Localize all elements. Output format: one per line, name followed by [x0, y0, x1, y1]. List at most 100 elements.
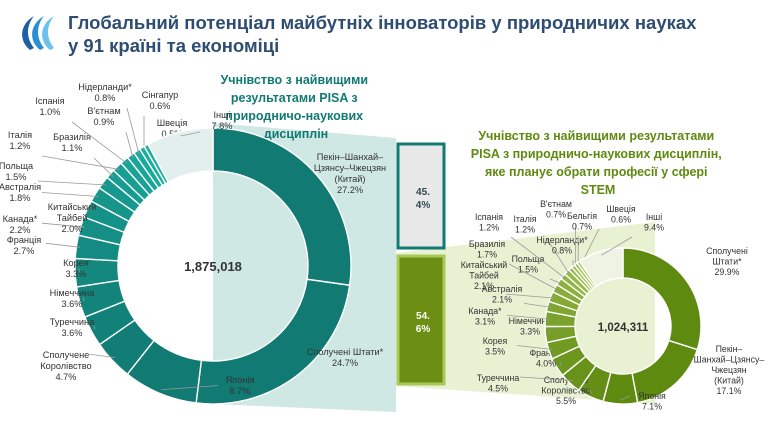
slice-label-line: Штати*: [712, 257, 742, 267]
slice-label-line: Японія: [226, 375, 255, 385]
slice-label-line: Королівство: [40, 361, 91, 371]
slice-label-line: В'єтнам: [87, 106, 120, 116]
slice-label-line: 29.9%: [715, 267, 740, 277]
leader-line-франція: [45, 242, 81, 248]
slice-label-line: 0.9%: [94, 117, 115, 127]
leader-line-корея: [516, 345, 553, 350]
slice-label-line: 24.7%: [332, 358, 358, 368]
slice-label-туреччина: Туреччина 3.6%: [50, 317, 95, 338]
slice-label-франція: Франція 2.7%: [7, 235, 42, 256]
leader-line-японія: [620, 395, 631, 401]
slice-label-line: 3.5%: [485, 347, 505, 357]
slice-label-line: Сполучене: [43, 350, 90, 360]
slice-label-line: 0.6%: [611, 215, 631, 225]
slice-label-line: 3.6%: [62, 299, 83, 309]
right-heading-line: PISA з природничо-наукових дисциплін,: [471, 147, 722, 161]
slice-label-line: Італія: [513, 214, 536, 224]
leader-line-іспанія: [71, 121, 128, 164]
slice-label-line: Бельгія: [567, 211, 597, 221]
slice-label-line: Інші: [213, 110, 230, 120]
slice-label-line: Пекін–: [716, 344, 743, 354]
right-heading-line: яке планує обрати професії у сфері: [485, 165, 708, 179]
slice-label-франція: Франція 4.0%: [529, 348, 562, 369]
leader-line-італія: [41, 155, 121, 170]
bar-box-bottom-label: 54. 6%: [415, 311, 431, 335]
slice-label-line: Інші: [646, 212, 662, 222]
slice-label-корея: Корея 3.5%: [483, 336, 508, 357]
leader-line-бразилія: [93, 157, 114, 177]
slice-label-line: 9.4%: [644, 223, 664, 233]
slice-label-line: 1.7%: [477, 250, 497, 260]
page-title: Глобальний потенціал майбутніх інноватор…: [68, 12, 697, 56]
slice-label-line: Китайський: [461, 260, 508, 270]
slice-label-line: 3.3%: [66, 269, 87, 279]
slice-label-японія: Японія 7.1%: [638, 391, 666, 412]
leader-line-бразилія: [508, 263, 559, 291]
slice-label-line: 17.1%: [717, 386, 742, 396]
slice-label-line: 7.8%: [212, 121, 233, 131]
slice-label-line: Франція: [7, 235, 42, 245]
slice-label-line: Бразилія: [53, 132, 91, 142]
slice-label-японія: Японія 8.7%: [226, 375, 255, 396]
slice-label-line: Японія: [638, 391, 666, 401]
slice-label-сполучене-королівство: Сполучене Королівство 4.7%: [40, 350, 91, 382]
slice-label-line: 7.1%: [642, 402, 662, 412]
leader-line-канада: [506, 314, 550, 320]
slice-label-line: Сполучені: [706, 246, 748, 256]
right-donut-chart: Сполучені Штати* 29.9% Пекін– Шанхай–Цзянсу–…: [461, 199, 765, 412]
leader-line-інші: [601, 236, 633, 256]
slice-label-line: Тайбей: [469, 271, 499, 281]
leader-line-японія: [161, 385, 219, 391]
slice-label-німеччина: Німеччина 3.3%: [509, 316, 552, 337]
left-donut-chart: Пекін–Шанхай– Цзянсу–Чжецзян (Китай) 27.2% С…: [0, 82, 386, 405]
leader-line-польща: [549, 278, 563, 285]
slice-label-line: Нідерланди*: [536, 235, 588, 245]
slice-label-line: Швеція: [157, 118, 188, 128]
slice-label-сполучені-штати: Сполучені Штати* 29.9%: [706, 246, 748, 277]
slice-label-пекін-шанхай-цзянсу-чжецзян-китай: Пекін–Шанхай– Цзянсу–Чжецзян (Китай) 27.2%: [314, 152, 386, 195]
slice-label-line: Австралія: [0, 182, 41, 192]
leader-line-нідерланди: [126, 107, 140, 155]
slice-label-line: Чжецзян: [711, 365, 746, 375]
leader-line-китайський-тайбей: [505, 293, 555, 299]
slice-label-бельгія: Бельгія 0.7%: [567, 211, 597, 232]
slice-label-італія: Італія 1.2%: [513, 214, 536, 235]
leader-line-туреччина: [93, 325, 96, 330]
slice-label-line: 0.7%: [572, 222, 592, 232]
slice-label-інші: Інші 9.4%: [644, 212, 664, 233]
slice-label-австралія: Австралія 1.8%: [0, 182, 41, 203]
slice-label-сполучені-штати: Сполучені Штати* 24.7%: [307, 347, 384, 368]
leader-line-італія: [546, 238, 571, 275]
slice-label-line: 2.1%: [474, 281, 494, 291]
leader-line-сполучене-королівство: [87, 353, 116, 359]
slice-label-line: 1.8%: [10, 193, 31, 203]
slice-label-line: 1.2%: [479, 223, 499, 233]
slice-label-line: 0.6%: [150, 101, 171, 111]
left-heading-line: результатами PISA з: [231, 91, 358, 105]
slice-label-line: 1.0%: [40, 107, 61, 117]
slice-label-в-єтнам: В'єтнам 0.7%: [540, 199, 572, 220]
connector-band-teal: [213, 123, 396, 412]
leader-line-в-єтнам: [125, 131, 134, 159]
slice-label-в-єтнам: В'єтнам 0.9%: [87, 106, 120, 127]
slice-label-line: Шанхай–Цзянсу–: [694, 355, 765, 365]
right-heading-line: Учнівство з найвищими результатами: [478, 129, 714, 143]
slice-label-line: 2.7%: [14, 246, 35, 256]
slice-label-line: Іспанія: [475, 212, 503, 222]
slice-label-швеція: Швеція 0.6%: [606, 204, 636, 225]
slice-label-іспанія: Іспанія 1.0%: [35, 96, 64, 117]
slice-label-австралія: Австралія 2.1%: [482, 284, 523, 305]
slice-label-line: Швеція: [606, 204, 636, 214]
leader-line-австралія: [41, 192, 99, 197]
left-chart-heading: Учнівство з найвищими результатами PISA …: [220, 73, 371, 141]
slice-label-line: 3.6%: [62, 328, 83, 338]
slice-label-line: 1.2%: [10, 141, 31, 151]
slice-label-line: 4.7%: [56, 372, 77, 382]
slice-label-line: (Китай): [335, 174, 366, 184]
slice-label-line: Польща: [0, 161, 34, 171]
slice-label-line: Туреччина: [50, 317, 95, 327]
slice-label-line: Сполучені Штати*: [307, 347, 384, 357]
slice-label-line: 0.8%: [552, 246, 572, 256]
slice-label-line: 1.5%: [6, 172, 27, 182]
slice-label-line: Німеччина: [50, 288, 96, 298]
